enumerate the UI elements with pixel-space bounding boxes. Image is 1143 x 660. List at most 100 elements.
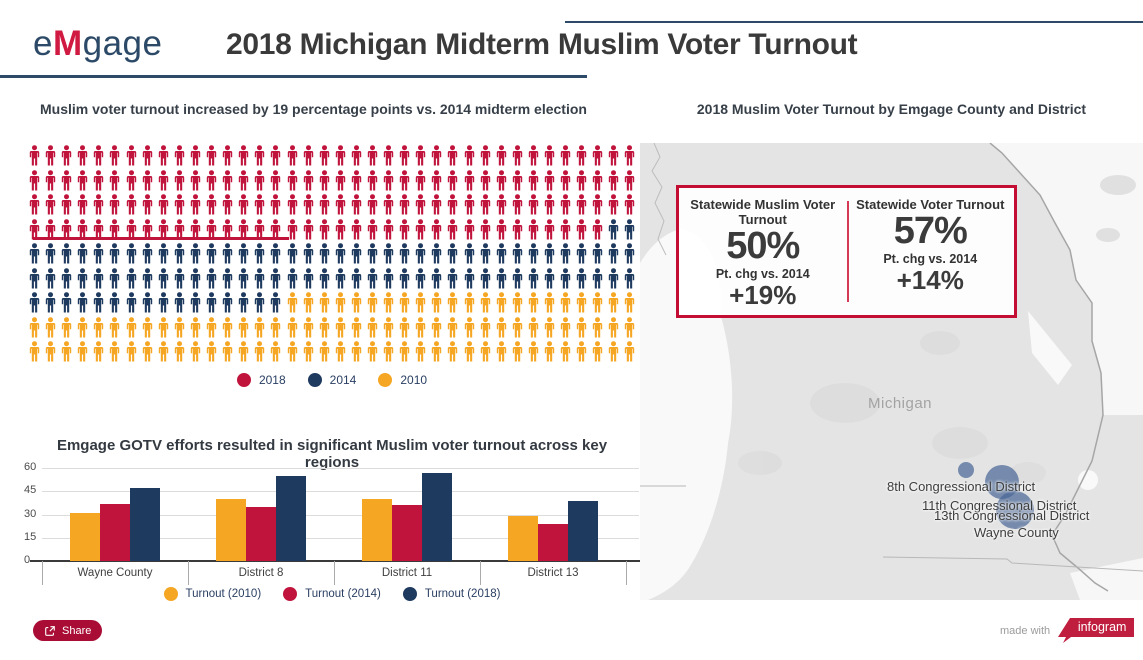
turnout-bubble[interactable]	[958, 462, 974, 478]
person-icon	[495, 243, 508, 264]
legend-item[interactable]: 2010	[378, 373, 427, 387]
person-icon	[253, 268, 266, 289]
pictogram-cell	[44, 243, 60, 264]
pictogram-highlight-underline	[33, 237, 289, 240]
legend-item[interactable]: Turnout (2018)	[403, 587, 501, 601]
person-icon	[350, 219, 363, 240]
bar-2010-wayne-county[interactable]	[70, 513, 100, 561]
pictogram-cell	[511, 145, 527, 166]
person-icon	[430, 268, 443, 289]
person-icon	[237, 243, 250, 264]
pictogram-cell	[318, 145, 334, 166]
bar-2018-district-11[interactable]	[422, 473, 452, 561]
pictogram-cell	[623, 268, 639, 289]
pictogram-cell	[221, 243, 237, 264]
person-icon	[125, 170, 138, 191]
person-icon	[92, 145, 105, 166]
pictogram-cell	[28, 341, 44, 362]
bar-2014-district-11[interactable]	[392, 505, 422, 561]
person-icon	[76, 292, 89, 313]
pictogram-cell	[607, 243, 623, 264]
person-icon	[382, 292, 395, 313]
share-button[interactable]: Share	[33, 620, 102, 641]
infogram-brand-link[interactable]: infogram	[1058, 618, 1134, 644]
person-icon	[511, 317, 524, 338]
pictogram-cell	[414, 268, 430, 289]
person-icon	[607, 194, 620, 215]
map-label: 8th Congressional District	[887, 479, 1035, 494]
pictogram-cell	[60, 341, 76, 362]
person-icon	[76, 170, 89, 191]
person-icon	[221, 317, 234, 338]
person-icon	[92, 170, 105, 191]
pictogram-cell	[350, 194, 366, 215]
pictogram-cell	[157, 194, 173, 215]
bar-2014-wayne-county[interactable]	[100, 504, 130, 561]
bar-2014-district-8[interactable]	[246, 507, 276, 561]
pictogram-cell	[382, 145, 398, 166]
person-icon	[366, 341, 379, 362]
bar-2018-wayne-county[interactable]	[130, 488, 160, 561]
pictogram-cell	[543, 194, 559, 215]
pictogram-cell	[446, 219, 462, 240]
pictogram-cell	[623, 145, 639, 166]
bar-2010-district-11[interactable]	[362, 499, 392, 561]
pictogram-cell	[318, 243, 334, 264]
person-icon	[173, 243, 186, 264]
legend-label: Turnout (2010)	[186, 588, 262, 600]
person-icon	[253, 243, 266, 264]
pictogram-cell	[495, 268, 511, 289]
stat-box-divider	[847, 201, 849, 302]
legend-item[interactable]: 2018	[237, 373, 286, 387]
person-icon	[591, 268, 604, 289]
logo-part-3: gage	[83, 24, 163, 63]
person-icon	[108, 243, 121, 264]
person-icon	[28, 268, 41, 289]
share-icon	[44, 625, 56, 637]
pictogram-cell	[623, 170, 639, 191]
pictogram-cell	[463, 194, 479, 215]
bar-2010-district-13[interactable]	[508, 516, 538, 561]
pictogram-cell	[189, 194, 205, 215]
pictogram-cell	[575, 292, 591, 313]
pictogram-cell	[366, 341, 382, 362]
bar-2018-district-13[interactable]	[568, 501, 598, 561]
pictogram-cell	[237, 341, 253, 362]
pictogram-cell	[60, 268, 76, 289]
person-icon	[173, 194, 186, 215]
person-icon	[108, 145, 121, 166]
pictogram-cell	[269, 317, 285, 338]
person-icon	[189, 170, 202, 191]
pictogram-cell	[108, 317, 124, 338]
pictogram-cell	[414, 194, 430, 215]
person-icon	[430, 145, 443, 166]
pictogram-row	[28, 145, 640, 166]
person-icon	[623, 317, 636, 338]
pictogram-cell	[221, 292, 237, 313]
pictogram-cell	[286, 170, 302, 191]
pictogram-cell	[269, 145, 285, 166]
pictogram-cell	[173, 317, 189, 338]
pictogram-cell	[495, 170, 511, 191]
pictogram-cell	[108, 268, 124, 289]
pictogram-cell	[430, 268, 446, 289]
legend-item[interactable]: 2014	[308, 373, 357, 387]
person-icon	[286, 341, 299, 362]
pictogram-cell	[623, 292, 639, 313]
x-axis-category-label: District 8	[188, 567, 334, 579]
person-icon	[125, 341, 138, 362]
pictogram-cell	[141, 243, 157, 264]
pictogram-cell	[350, 170, 366, 191]
pictogram-row	[28, 170, 640, 191]
bar-2014-district-13[interactable]	[538, 524, 568, 561]
bar-2010-district-8[interactable]	[216, 499, 246, 561]
person-icon	[382, 341, 395, 362]
person-icon	[92, 292, 105, 313]
person-icon	[559, 170, 572, 191]
pictogram-cell	[125, 268, 141, 289]
pictogram-cell	[189, 170, 205, 191]
legend-item[interactable]: Turnout (2014)	[283, 587, 381, 601]
person-icon	[591, 170, 604, 191]
bar-2018-district-8[interactable]	[276, 476, 306, 561]
legend-item[interactable]: Turnout (2010)	[164, 587, 262, 601]
